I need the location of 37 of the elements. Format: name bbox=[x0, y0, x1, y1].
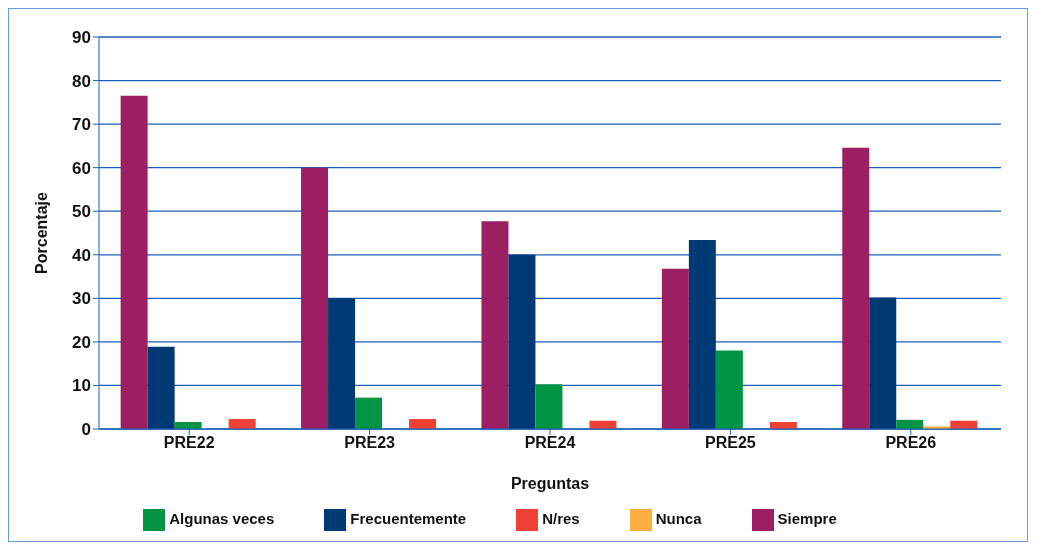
bar bbox=[508, 254, 536, 429]
y-tick-label: 60 bbox=[72, 158, 91, 178]
bar bbox=[228, 418, 256, 429]
y-tick-label: 0 bbox=[81, 420, 91, 440]
bar bbox=[409, 418, 437, 429]
bar bbox=[842, 147, 870, 429]
bar bbox=[688, 239, 716, 429]
bar bbox=[120, 95, 148, 429]
x-tick-label: PRE25 bbox=[705, 434, 756, 452]
legend-label: Nunca bbox=[655, 509, 702, 527]
bar bbox=[661, 268, 689, 429]
x-tick-label: PRE22 bbox=[163, 434, 215, 452]
legend-label: Frecuentemente bbox=[350, 509, 467, 527]
y-tick-label: 50 bbox=[72, 202, 91, 222]
x-axis-title: Preguntas bbox=[510, 475, 590, 492]
legend-label: Siempre bbox=[777, 509, 837, 527]
legend-label: Algunas veces bbox=[169, 509, 275, 527]
bar bbox=[869, 297, 897, 429]
y-tick-label: 80 bbox=[72, 71, 91, 91]
bar bbox=[715, 350, 743, 429]
bar bbox=[355, 397, 383, 429]
bar bbox=[481, 221, 509, 429]
x-tick-label: PRE26 bbox=[885, 434, 937, 452]
bar bbox=[535, 384, 563, 429]
x-tick-label: PRE23 bbox=[344, 434, 396, 452]
bar bbox=[328, 298, 356, 429]
bar bbox=[147, 346, 175, 429]
y-tick-label: 30 bbox=[72, 289, 91, 309]
y-axis-title: Porcentaje bbox=[32, 191, 50, 274]
y-tick-label: 10 bbox=[72, 376, 91, 396]
y-tick-label: 90 bbox=[72, 28, 91, 48]
y-tick-label: 20 bbox=[72, 332, 91, 352]
bar bbox=[301, 167, 329, 429]
x-tick-label: PRE24 bbox=[524, 434, 576, 452]
legend-label: N/res bbox=[542, 509, 580, 527]
y-tick-label: 40 bbox=[72, 245, 91, 265]
y-tick-label: 70 bbox=[72, 115, 91, 135]
